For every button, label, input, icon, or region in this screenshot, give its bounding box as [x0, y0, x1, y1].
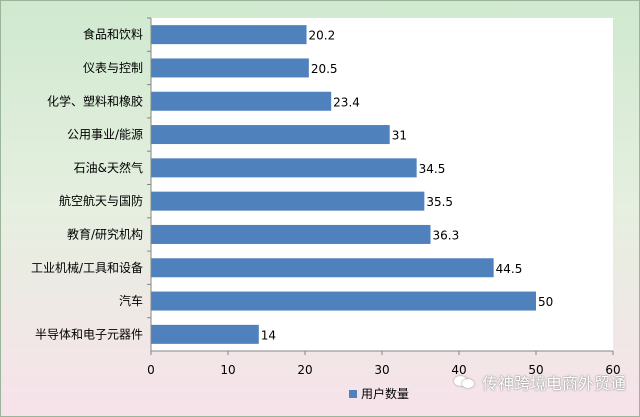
- category-label: 航空航天与国防: [59, 193, 143, 208]
- bar: [151, 224, 431, 244]
- x-tick-label: 50: [528, 363, 543, 377]
- bar: [151, 291, 536, 311]
- bar: [151, 191, 425, 211]
- value-label: 35.5: [426, 195, 453, 209]
- watermark: 传神跨境电商外贸通: [453, 370, 626, 394]
- bar: [151, 125, 390, 145]
- category-label: 半导体和电子元器件: [35, 327, 143, 341]
- category-label: 工业机械/工具和设备: [31, 260, 143, 275]
- bar: [151, 158, 417, 178]
- category-label: 汽车: [119, 293, 143, 308]
- bar: [151, 258, 494, 278]
- legend-label: 用户数量: [361, 387, 410, 401]
- value-label: 20.5: [311, 62, 338, 76]
- value-label: 36.3: [433, 228, 460, 242]
- x-tick-label: 0: [147, 363, 155, 377]
- x-tick-label: 30: [374, 363, 389, 377]
- bar: [151, 58, 309, 78]
- bar: [151, 324, 259, 344]
- bar: [151, 25, 307, 45]
- value-label: 20.2: [309, 29, 336, 43]
- value-label: 34.5: [419, 162, 446, 176]
- x-tick-label: 40: [451, 363, 466, 377]
- watermark-text: 传神跨境电商外贸通: [481, 374, 626, 393]
- x-tick-label: 20: [297, 363, 312, 377]
- value-label: 44.5: [496, 262, 523, 276]
- category-label: 食品和饮料: [83, 27, 143, 42]
- value-label: 14: [261, 328, 276, 342]
- category-label: 化学、塑料和橡胶: [47, 93, 143, 108]
- category-label: 石油&天然气: [74, 160, 143, 175]
- category-label: 公用事业/能源: [67, 128, 143, 142]
- category-label: 仪表与控制: [83, 61, 143, 75]
- wechat-icon: [453, 374, 476, 390]
- legend: 用户数量: [349, 385, 409, 402]
- value-label: 50: [538, 295, 553, 309]
- value-label: 23.4: [333, 95, 360, 109]
- x-tick-label: 60: [605, 363, 620, 377]
- category-label: 教育/研究机构: [67, 226, 143, 241]
- value-label: 31: [392, 129, 407, 143]
- legend-swatch: [349, 389, 357, 398]
- bar: [151, 91, 332, 111]
- x-tick-label: 10: [220, 363, 235, 377]
